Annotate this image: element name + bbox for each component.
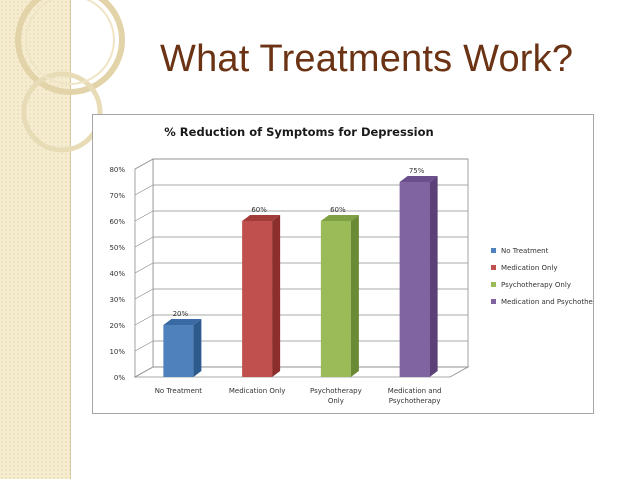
x-category-label-line: No Treatment xyxy=(155,387,203,395)
bar-side-3 xyxy=(350,215,359,377)
gridline-side xyxy=(134,236,154,248)
y-tick-label: 50% xyxy=(109,244,125,252)
gridline-side xyxy=(134,158,154,170)
depression-bar-chart: % Reduction of Symptoms for Depression 0%… xyxy=(109,125,593,405)
x-category-label: Medication and Psychotherapy xyxy=(388,387,442,405)
y-tick-label: 20% xyxy=(109,322,125,330)
x-category-label: No Treatment xyxy=(155,387,203,395)
legend-label: No Treatment xyxy=(501,247,549,255)
bar-top-4 xyxy=(399,176,438,182)
gridline-side xyxy=(134,314,154,326)
chart-frame: % Reduction of Symptoms for Depression 0%… xyxy=(92,114,594,414)
bar-side-2 xyxy=(272,215,281,377)
legend-swatch-1 xyxy=(491,248,496,253)
bar-top-2 xyxy=(242,215,281,221)
data-label: 75% xyxy=(409,167,425,175)
y-tick-label: 10% xyxy=(109,348,125,356)
x-category-label-line: Only xyxy=(328,397,344,405)
x-category-label: Psychotherapy Only xyxy=(310,387,362,405)
gridline-side xyxy=(134,210,154,222)
legend-swatch-2 xyxy=(491,265,496,270)
y-tick-label: 0% xyxy=(114,374,125,382)
y-tick-label: 40% xyxy=(109,270,125,278)
gridline-side xyxy=(134,262,154,274)
bar-side-4 xyxy=(429,176,438,377)
y-tick-label: 70% xyxy=(109,192,125,200)
bar-top-1 xyxy=(163,319,202,325)
slide-title: What Treatments Work? xyxy=(160,38,574,80)
legend-swatch-4 xyxy=(491,299,496,304)
decorative-circles xyxy=(15,0,125,153)
x-category-label: Medication Only xyxy=(229,387,286,395)
bar-front-2 xyxy=(242,221,273,377)
y-tick-label: 60% xyxy=(109,218,125,226)
bar-front-1 xyxy=(163,325,194,377)
data-label: 60% xyxy=(251,206,267,214)
y-tick-label: 80% xyxy=(109,166,125,174)
x-category-label-line: Medication Only xyxy=(229,387,286,395)
legend-label: Psychotherapy Only xyxy=(501,281,571,289)
data-label: 20% xyxy=(173,310,189,318)
bar-side-1 xyxy=(193,319,202,377)
legend-swatch-3 xyxy=(491,282,496,287)
gridline-side xyxy=(134,184,154,196)
x-category-label-line: Medication and xyxy=(388,387,442,395)
bar-top-3 xyxy=(320,215,359,221)
gridline-side xyxy=(134,340,154,352)
legend-label: Medication and Psychotherapy xyxy=(501,298,593,306)
gridline-side xyxy=(134,366,154,378)
chart-title: % Reduction of Symptoms for Depression xyxy=(164,125,433,139)
bar-front-4 xyxy=(399,182,430,377)
gridline-side xyxy=(134,288,154,300)
data-label: 60% xyxy=(330,206,346,214)
legend-label: Medication Only xyxy=(501,264,558,272)
bar-front-3 xyxy=(320,221,351,377)
x-category-label-line: Psychotherapy xyxy=(310,387,362,395)
x-category-label-line: Psychotherapy xyxy=(389,397,441,405)
y-tick-label: 30% xyxy=(109,296,125,304)
